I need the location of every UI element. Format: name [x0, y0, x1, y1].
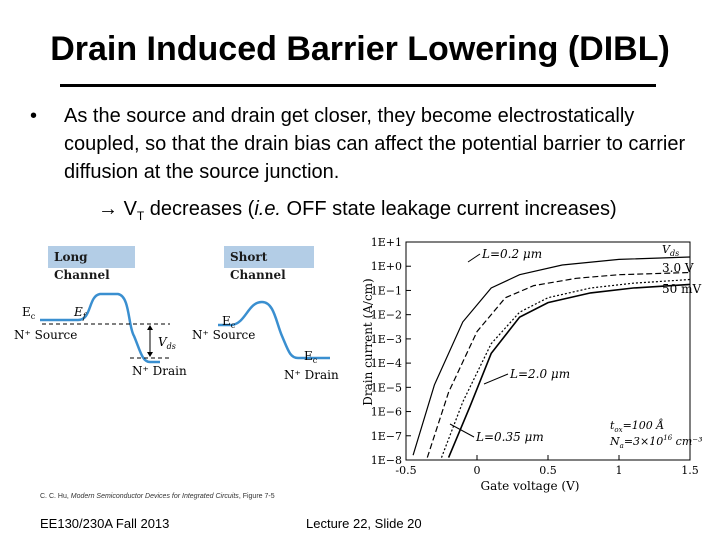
figure-citation: C. C. Hu, Modern Semiconductor Devices f…	[40, 493, 275, 500]
short-ec-right-label: Ec	[304, 349, 318, 365]
long-vds-label: Vds	[158, 335, 176, 351]
citation-book: Modern Semiconductor Devices for Integra…	[70, 493, 239, 500]
series-line-4	[447, 283, 691, 458]
x-tick-label: 0	[474, 464, 481, 477]
vt-mid-text: decreases (	[144, 198, 255, 220]
bullet-text: As the source and drain get closer, they…	[64, 105, 686, 183]
bullet-marker: •	[30, 105, 38, 127]
x-tick-label: 0.5	[539, 464, 557, 477]
long-ef-label: Ef	[73, 305, 88, 321]
ie-text: i.e.	[254, 198, 281, 220]
citation-figure: , Figure 7-5	[238, 493, 275, 500]
y-tick-label: 1E−4	[371, 357, 402, 370]
y-tick-label: 1E+1	[371, 236, 402, 249]
y-axis-label: Drain current (A/cm)	[361, 278, 375, 405]
vt-symbol: VT	[123, 198, 145, 223]
short-ec-left-label: Ec	[222, 314, 236, 330]
long-drain-label: N⁺ Drain	[132, 364, 187, 378]
y-tick-label: 1E−3	[371, 333, 402, 346]
short-drain-label: N⁺ Drain	[284, 368, 339, 382]
footer-course: EE130/230A Fall 2013	[40, 516, 170, 531]
chart-ticks: 1E+1 1E+0 1E−1 1E−2 1E−3 1E−4 1E−5 1E−6 1E−7 1E−8…	[371, 236, 699, 477]
long-source-label: N⁺ Source	[14, 328, 77, 342]
vds-arrow-head-top	[147, 325, 153, 330]
vds-arrow-head-bottom	[147, 352, 153, 357]
annotation-50mv: 50 mV	[662, 282, 701, 296]
chart-series	[412, 256, 691, 458]
title-underline	[60, 84, 656, 87]
short-channel-label: Short Channel	[224, 246, 314, 282]
arrow-l02	[467, 253, 481, 263]
vt-subscript: T	[136, 209, 145, 223]
annotation-tox: tox=100 Å	[610, 418, 664, 434]
x-tick-label: 1	[616, 464, 623, 477]
short-channel-ec-curve	[218, 300, 330, 360]
arrow-l20	[483, 373, 509, 385]
arrow-right-icon: →	[98, 198, 118, 220]
series-line-2	[426, 271, 691, 458]
long-ec-label: Ec	[22, 305, 36, 321]
long-channel-ec-curve	[40, 292, 160, 364]
footer-slide-number: Lecture 22, Slide 20	[306, 516, 422, 531]
vt-result-line: → VT decreases (i.e. OFF state leakage c…	[98, 195, 617, 230]
y-tick-label: 1E−8	[371, 454, 402, 467]
vt-letter: V	[123, 198, 137, 220]
citation-authors: C. C. Hu,	[40, 493, 71, 500]
x-axis-label: Gate voltage (V)	[481, 479, 580, 493]
slide-title: Drain Induced Barrier Lowering (DIBL)	[50, 30, 670, 68]
y-tick-label: 1E−5	[371, 381, 402, 394]
y-tick-label: 1E−7	[371, 430, 402, 443]
y-tick-label: 1E−1	[371, 284, 402, 297]
annotation-3v: 3.0 V	[662, 261, 694, 275]
arrow-l035	[449, 423, 475, 438]
iv-chart: 1E+1 1E+0 1E−1 1E−2 1E−3 1E−4 1E−5 1E−6 1E−7 1E−8…	[361, 236, 702, 493]
y-tick-label: 1E−2	[371, 309, 402, 322]
y-tick-label: 1E+0	[371, 260, 402, 273]
annotation-l035: L=0.35 μm	[475, 430, 544, 444]
y-tick-label: 1E−6	[371, 406, 402, 419]
band-diagrams-figure: Ec Ef N⁺ Source Vds N⁺ Drain Ec N⁺ Sourc…	[14, 292, 339, 382]
annotation-vds: Vds	[662, 243, 679, 258]
series-line-1	[412, 256, 691, 456]
annotation-na: Na=3×1016 cm⁻³	[609, 434, 702, 450]
x-tick-label: -0.5	[395, 464, 416, 477]
long-channel-label: Long Channel	[48, 246, 135, 282]
annotation-l20: L=2.0 μm	[509, 367, 570, 381]
short-source-label: N⁺ Source	[192, 328, 255, 342]
annotation-l02: L=0.2 μm	[481, 247, 542, 261]
vt-suffix-text: OFF state leakage current increases)	[281, 198, 617, 220]
x-tick-label: 1.5	[681, 464, 699, 477]
